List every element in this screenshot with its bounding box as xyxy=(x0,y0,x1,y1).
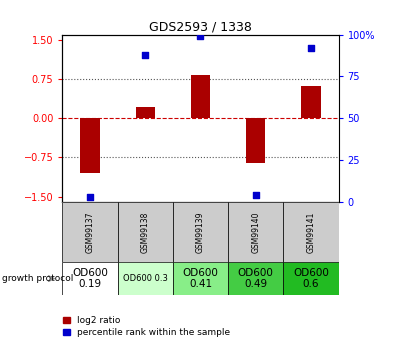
Bar xyxy=(173,262,228,295)
Bar xyxy=(283,262,339,295)
Text: GSM99138: GSM99138 xyxy=(141,211,150,253)
Bar xyxy=(228,202,283,262)
Bar xyxy=(283,202,339,262)
Point xyxy=(253,193,259,198)
Point xyxy=(197,33,204,39)
Bar xyxy=(118,202,173,262)
Bar xyxy=(136,107,155,118)
Bar xyxy=(62,262,118,295)
Text: GSM99139: GSM99139 xyxy=(196,211,205,253)
Text: GSM99137: GSM99137 xyxy=(85,211,95,253)
Bar xyxy=(191,75,210,118)
Bar xyxy=(62,202,118,262)
Text: GSM99141: GSM99141 xyxy=(306,211,316,253)
Text: OD600
0.49: OD600 0.49 xyxy=(238,268,274,289)
Text: OD600
0.19: OD600 0.19 xyxy=(72,268,108,289)
Point xyxy=(142,52,149,57)
Bar xyxy=(173,202,228,262)
Bar xyxy=(81,118,100,173)
Bar xyxy=(246,118,265,162)
Text: GSM99140: GSM99140 xyxy=(251,211,260,253)
Title: GDS2593 / 1338: GDS2593 / 1338 xyxy=(149,20,252,33)
Text: OD600 0.3: OD600 0.3 xyxy=(123,274,168,283)
Legend: log2 ratio, percentile rank within the sample: log2 ratio, percentile rank within the s… xyxy=(63,316,231,337)
Text: OD600
0.6: OD600 0.6 xyxy=(293,268,329,289)
Text: growth protocol: growth protocol xyxy=(2,274,73,283)
Bar xyxy=(228,262,283,295)
Bar xyxy=(301,86,320,118)
Point xyxy=(308,45,314,51)
Point xyxy=(87,194,93,199)
Bar xyxy=(118,262,173,295)
Text: OD600
0.41: OD600 0.41 xyxy=(183,268,218,289)
